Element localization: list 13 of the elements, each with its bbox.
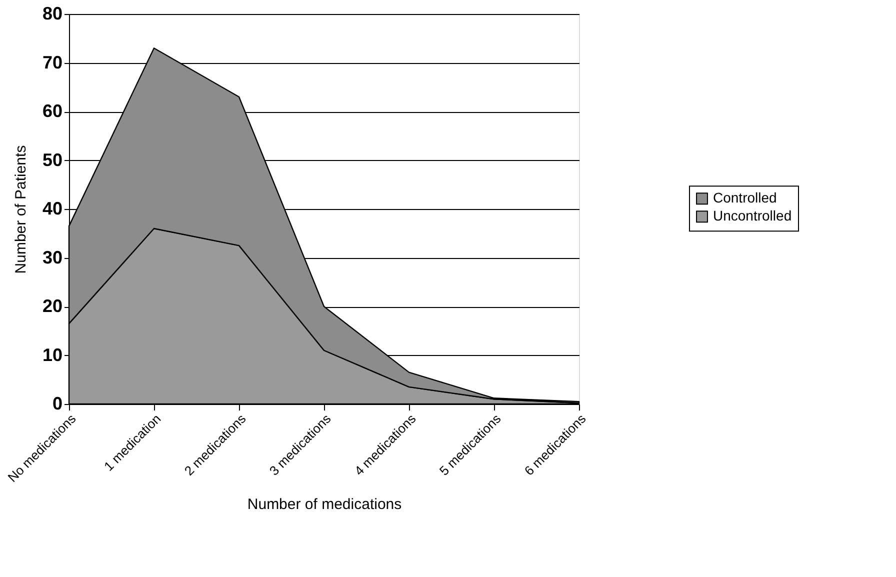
- y-tick-label: 20: [42, 296, 62, 316]
- y-tick-label: 60: [42, 101, 62, 121]
- y-axis-title: Number of Patients: [12, 145, 30, 274]
- legend-label: Controlled: [713, 190, 777, 206]
- y-tick-label: 70: [42, 52, 62, 72]
- y-tick-label: 40: [42, 198, 62, 218]
- x-axis-title: Number of medications: [247, 496, 402, 514]
- y-tick-label: 50: [42, 150, 62, 170]
- y-tick-label: 10: [42, 344, 62, 365]
- y-tick-label: 30: [42, 247, 62, 268]
- y-tick-label: 0: [52, 394, 62, 414]
- legend-label: Uncontrolled: [713, 208, 792, 224]
- y-tick-label: 80: [42, 4, 62, 24]
